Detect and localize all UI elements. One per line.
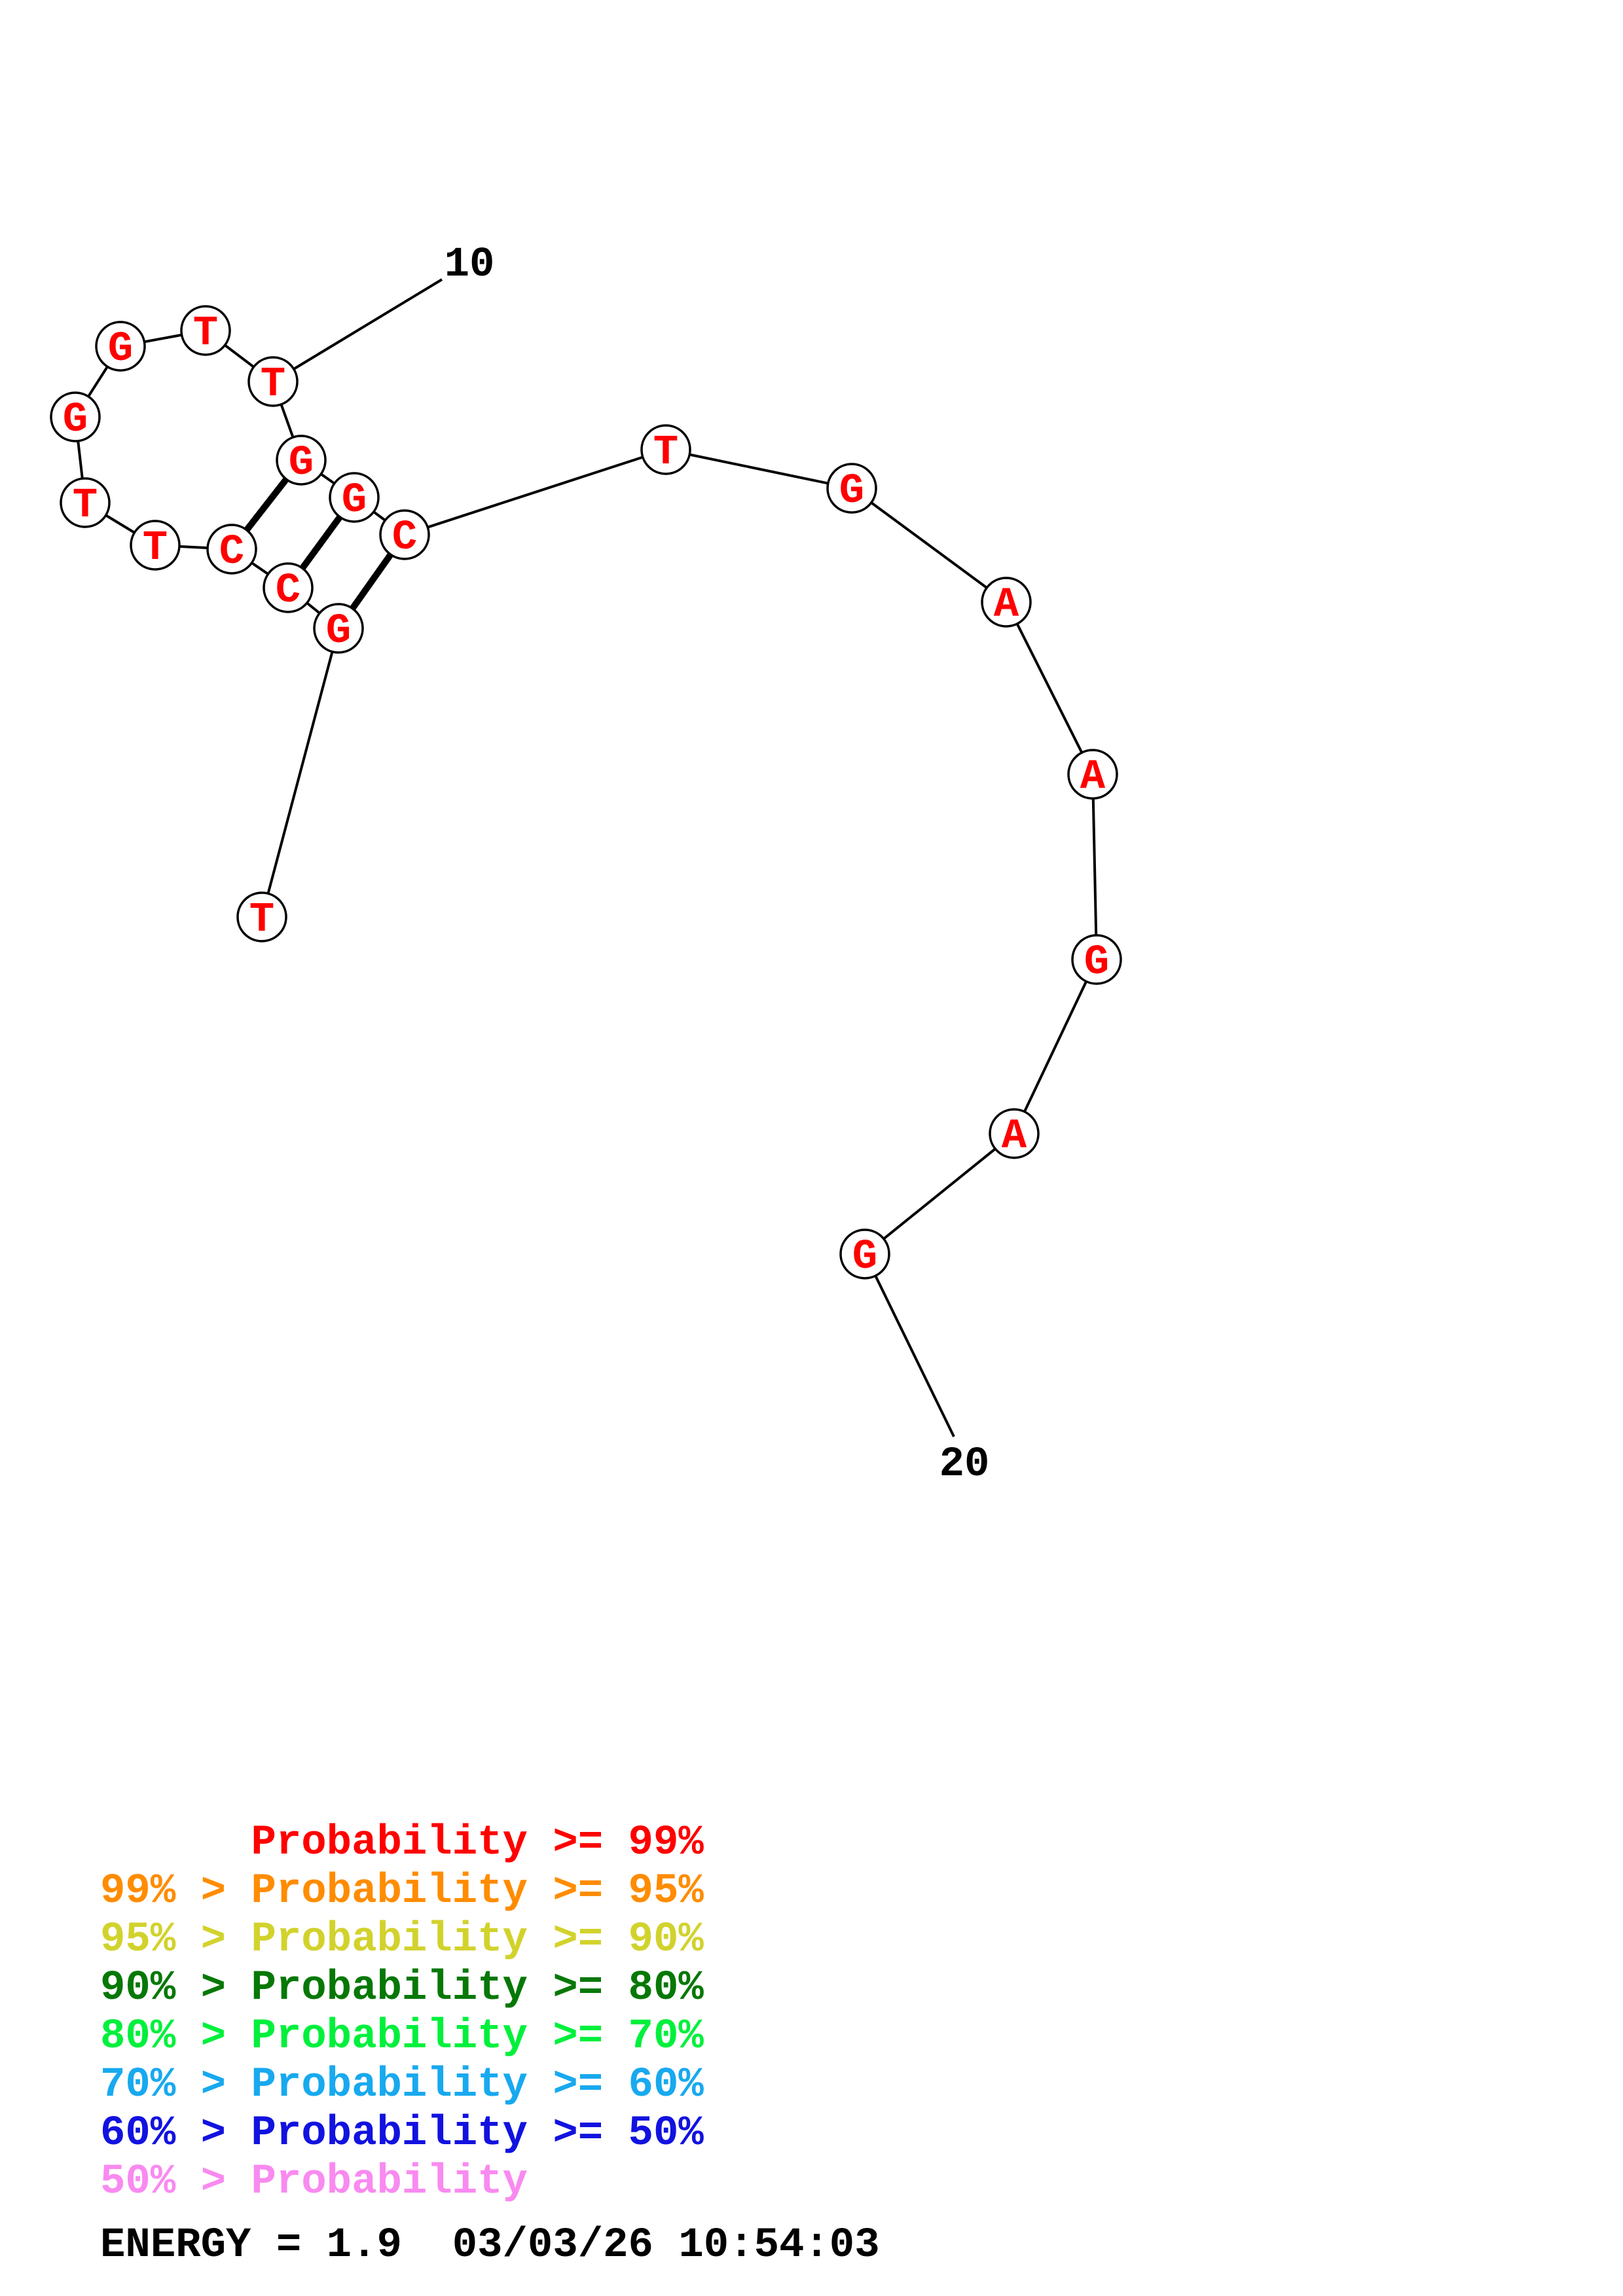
nucleotide-circle	[1067, 749, 1118, 800]
nucleotide-circle	[839, 1229, 890, 1280]
legend-row: 80% > Probability >= 70%	[100, 2013, 704, 2060]
nucleotide-base-letter: G	[108, 326, 133, 373]
nucleotide-circle	[206, 524, 257, 575]
legend-row: 90% > Probability >= 80%	[100, 1965, 704, 2012]
legend-row: 70% > Probability >= 60%	[100, 2062, 704, 2109]
nucleotide-circle	[276, 435, 327, 486]
legend-row: 99% > Probability >= 95%	[100, 1868, 704, 1915]
nucleotide-circle	[379, 509, 430, 560]
nucleotide-base-letter: G	[342, 477, 367, 524]
sequence-position-label: 20	[939, 1441, 990, 1488]
backbone-link	[864, 1132, 1015, 1255]
nucleotide-circle	[236, 891, 287, 942]
nucleotide-base-letter: T	[653, 429, 678, 476]
legend-row: 95% > Probability >= 90%	[100, 1916, 704, 1964]
nucleotide-base-letter: A	[994, 582, 1019, 629]
backbone-link	[261, 628, 340, 918]
nucleotide-circle	[329, 472, 380, 523]
nucleotide-base-letter: G	[63, 397, 88, 444]
nucleotide-base-letter: A	[1080, 754, 1106, 801]
nucleotide-circle	[263, 562, 314, 613]
legend-row: 50% > Probability	[100, 2159, 528, 2206]
nucleotide-circle	[313, 603, 364, 654]
nucleotide-circle	[826, 463, 877, 514]
legend-row: 60% > Probability >= 50%	[100, 2110, 704, 2157]
nucleotide-circle	[95, 321, 146, 372]
nucleotide-base-letter: T	[249, 897, 274, 944]
backbone-link	[404, 448, 666, 536]
nucleotide-base-letter: T	[261, 361, 285, 408]
position-label-line	[864, 1253, 955, 1437]
backbone-link	[665, 448, 852, 490]
nucleotide-circle	[130, 520, 181, 571]
nucleotide-base-letter: C	[276, 567, 301, 615]
legend-row: Probability >= 99%	[100, 1820, 704, 1867]
nucleotide-circle	[60, 477, 111, 528]
nucleotide-base-letter: C	[392, 514, 417, 562]
nucleotide-circle	[180, 305, 231, 356]
nucleotide-base-letter: A	[1002, 1113, 1027, 1160]
backbone-link	[1091, 774, 1098, 960]
nucleotide-circle	[981, 577, 1032, 628]
nucleotide-circle	[1071, 934, 1122, 985]
nucleotide-base-letter: T	[73, 482, 98, 529]
nucleotide-base-letter: T	[193, 310, 218, 357]
nucleotide-base-letter: C	[219, 529, 244, 576]
nucleotide-base-letter: G	[839, 468, 864, 515]
nucleotide-base-letter: G	[326, 608, 351, 655]
position-label-line	[272, 278, 443, 383]
nucleotide-circle	[989, 1108, 1040, 1159]
nucleotide-circle	[247, 356, 299, 407]
backbone-link	[850, 487, 1008, 603]
backbone-link	[1013, 959, 1098, 1134]
nucleotide-circle	[640, 424, 691, 475]
probability-legend: Probability >= 99% 99% > Probability >= 9…	[100, 1819, 704, 2206]
energy-and-timestamp-text: ENERGY = 1.9 03/03/26 10:54:03	[100, 2222, 880, 2269]
nucleotide-base-letter: G	[852, 1234, 877, 1281]
backbone-link	[1005, 601, 1094, 775]
nucleotide-base-letter: G	[1084, 939, 1109, 986]
nucleotide-base-letter: T	[143, 525, 168, 572]
nucleotide-circle	[50, 391, 101, 442]
nucleotide-base-letter: G	[289, 440, 314, 487]
sequence-position-label: 10	[445, 242, 495, 289]
